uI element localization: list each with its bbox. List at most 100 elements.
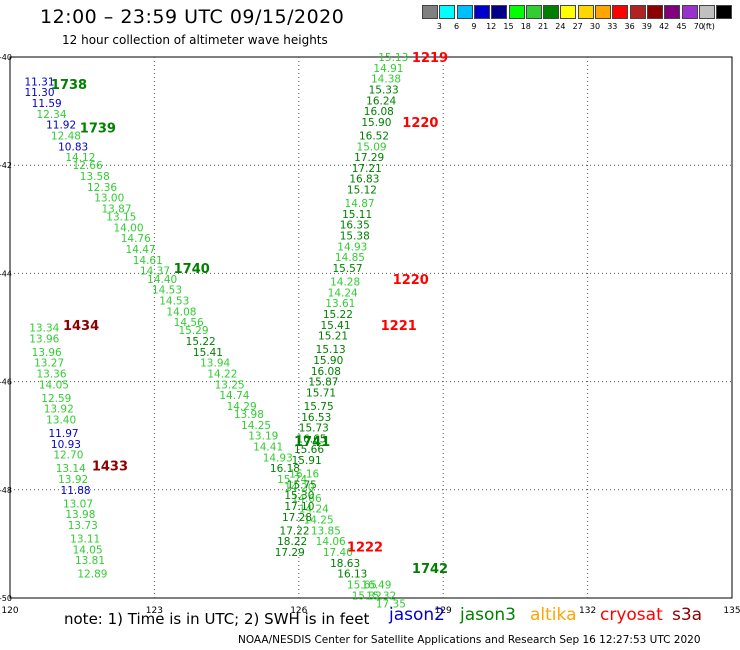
swh-value: 16.49 [361, 579, 391, 591]
x-tick-label: 135 [723, 606, 740, 616]
colorbar-swatch [491, 5, 508, 19]
swh-value: 14.76 [121, 233, 151, 245]
swh-value: 14.05 [39, 379, 69, 391]
swh-value: 16.08 [311, 366, 341, 378]
chart-subtitle: 12 hour collection of altimeter wave hei… [62, 33, 328, 47]
swh-value: 15.73 [299, 423, 329, 435]
colorbar-swatch [456, 5, 473, 19]
swh-value: 13.19 [248, 431, 278, 443]
swh-value: 11.31 [24, 76, 54, 88]
swh-value: 15.29 [178, 325, 208, 337]
y-tick-label: -42 [0, 161, 12, 170]
time-label: 1740 [174, 262, 210, 277]
swh-value: 10.93 [51, 439, 81, 451]
swh-value: 14.24 [299, 504, 329, 516]
swh-value: 16.08 [364, 106, 394, 118]
swh-value: 14.28 [330, 277, 360, 289]
swh-value: 15.57 [332, 263, 362, 275]
swh-value: 16.52 [359, 130, 389, 142]
colorbar-label: 12 [486, 22, 497, 31]
swh-value: 13.81 [75, 555, 105, 567]
colorbar-swatch [560, 5, 577, 19]
swh-value: 15.87 [308, 377, 338, 389]
swh-value: 13.98 [234, 409, 264, 421]
swh-value: 14.61 [133, 255, 163, 267]
colorbar-swatch [629, 5, 646, 19]
swh-value: 15.90 [313, 355, 343, 367]
swh-value: 13.96 [29, 333, 59, 345]
swh-value: 16.24 [366, 95, 396, 107]
time-label: 1221 [381, 319, 417, 334]
swh-value: 14.38 [371, 74, 401, 86]
swh-value: 14.40 [147, 274, 177, 286]
swh-value: 15.38 [340, 231, 370, 243]
y-tick-label: -46 [0, 378, 12, 387]
swh-value: 16.65 [296, 433, 326, 445]
swh-value: 17.40 [323, 547, 353, 559]
swh-value: 13.11 [70, 533, 100, 545]
swh-value: 15.75 [304, 401, 334, 413]
satellite-legend-s3a: s3a [672, 605, 703, 625]
chart-title: 12:00 – 23:59 UTC 09/15/2020 [40, 6, 345, 28]
y-tick-label: -44 [0, 269, 12, 278]
swh-value: 15.41 [193, 347, 223, 359]
swh-value: 15.41 [320, 320, 350, 332]
swh-value: 15.90 [361, 117, 391, 129]
swh-value: 14.05 [73, 544, 103, 556]
swh-value: 16.18 [270, 463, 300, 475]
swh-value: 15.33 [369, 84, 399, 96]
swh-value: 11.30 [24, 87, 54, 99]
swh-value: 13.96 [32, 347, 62, 359]
colorbar-swatch [716, 5, 733, 19]
x-tick-label: 132 [579, 606, 596, 616]
colorbar-swatch [543, 5, 560, 19]
y-tick-label: -48 [0, 486, 12, 495]
colorbar-label: 27 [572, 22, 583, 31]
plot-frame [9, 56, 733, 599]
colorbar-swatch [646, 5, 663, 19]
swh-value: 13.25 [215, 379, 245, 391]
swh-value: 14.06 [316, 536, 346, 548]
colorbar-label: 15 [503, 22, 514, 31]
swh-value: 14.00 [113, 222, 143, 234]
time-label: 1433 [92, 459, 128, 474]
colorbar-label: 33 [607, 22, 618, 31]
swh-value: 15.13 [378, 52, 408, 64]
x-tick-label: 120 [1, 606, 18, 616]
swh-value: 14.93 [263, 452, 293, 464]
x-tick-label: 129 [435, 606, 452, 616]
footnote: note: 1) Time is in UTC; 2) SWH is in fe… [64, 610, 370, 628]
swh-value: 15.22 [186, 336, 216, 348]
swh-value: 14.47 [126, 244, 156, 256]
satellite-legend-cryosat: cryosat [600, 605, 663, 625]
swh-value: 12.66 [73, 160, 103, 172]
colorbar-swatch [525, 5, 542, 19]
swh-value: 15.65 [347, 579, 377, 591]
colorbar-swatch [473, 5, 490, 19]
swh-value: 16.16 [289, 469, 319, 481]
swh-value: 10.83 [58, 141, 88, 153]
time-label: 1220 [393, 273, 429, 288]
colorbar-label: 3 [436, 22, 442, 31]
swh-value: 15.13 [316, 344, 346, 356]
colorbar-swatch [698, 5, 715, 19]
time-label: 1220 [402, 116, 438, 131]
swh-value: 13.61 [325, 298, 355, 310]
y-tick-label: -40 [0, 53, 12, 62]
colorbar-swatch [612, 5, 629, 19]
swh-value: 14.25 [304, 515, 334, 527]
colorbar-label: 39 [641, 22, 652, 31]
swh-value: 15.11 [342, 209, 372, 221]
colorbar-swatch [681, 5, 698, 19]
swh-value: 14.20 [284, 482, 314, 494]
swh-value: 14.12 [65, 152, 95, 164]
colorbar-swatch [508, 5, 525, 19]
colorbar-label: 36 [624, 22, 635, 31]
colorbar-swatch [422, 5, 438, 19]
colorbar-swatch [595, 5, 611, 19]
swh-value: 15.12 [347, 185, 377, 197]
swh-value: 12.59 [41, 393, 71, 405]
colorbar-unit: (ft) [702, 22, 715, 31]
x-tick-label: 123 [146, 606, 163, 616]
